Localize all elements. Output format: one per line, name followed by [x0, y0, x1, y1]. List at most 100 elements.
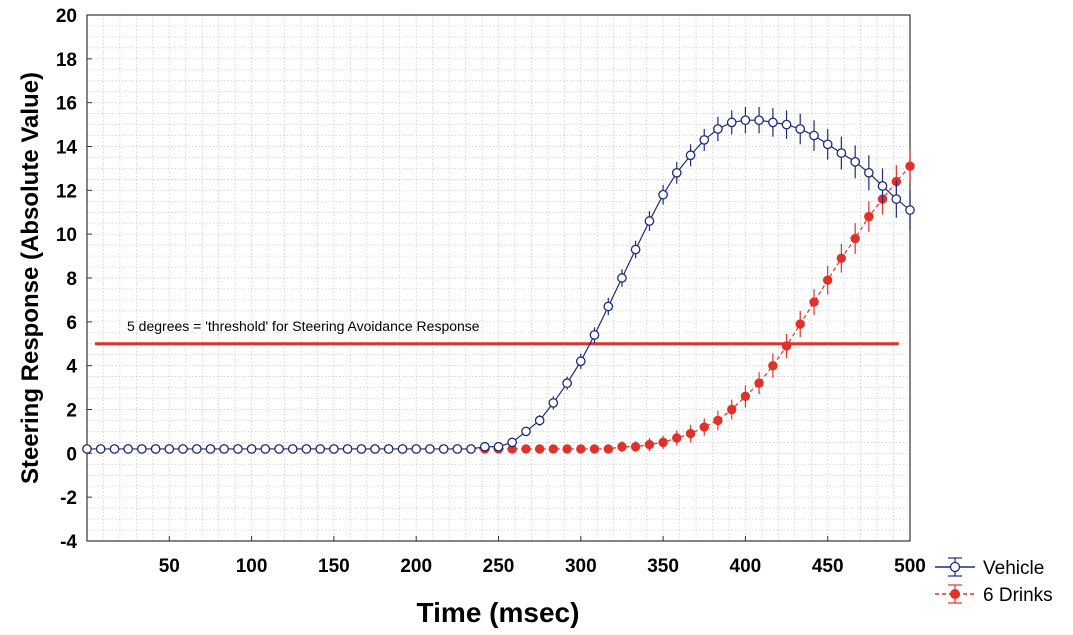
series-layer [82, 107, 915, 454]
y-tick-label: 4 [66, 357, 77, 378]
data-point [356, 444, 367, 454]
data-point [603, 301, 614, 312]
data-point [178, 444, 188, 454]
data-point [781, 341, 792, 351]
data-point [877, 181, 888, 191]
data-point [562, 378, 572, 389]
data-point [260, 444, 271, 454]
data-point [589, 444, 600, 454]
data-point [383, 444, 394, 454]
y-tick-label: 16 [56, 94, 77, 115]
data-point [521, 444, 531, 454]
data-point [466, 444, 476, 454]
data-point [576, 444, 586, 454]
data-point [809, 297, 819, 307]
y-tick-label: 14 [56, 138, 78, 159]
y-tick-label: 12 [56, 181, 77, 202]
data-point [521, 426, 531, 437]
data-point [329, 444, 339, 454]
y-tick-label: 20 [56, 6, 77, 27]
data-point [905, 161, 915, 171]
data-point [754, 378, 764, 388]
legend-label: Vehicle [983, 558, 1044, 579]
data-point [493, 441, 504, 452]
x-tick-label: 50 [159, 556, 180, 577]
y-tick-label: 0 [66, 444, 77, 465]
y-tick-label: 8 [66, 269, 77, 290]
data-point [575, 356, 586, 367]
data-point [850, 156, 861, 167]
data-point [315, 444, 326, 454]
data-point [397, 444, 408, 454]
data-point [699, 135, 710, 145]
x-tick-label: 350 [647, 556, 679, 577]
data-point [795, 124, 806, 134]
data-point [191, 444, 202, 454]
data-point [864, 211, 874, 222]
data-point [246, 444, 257, 454]
data-point [781, 119, 792, 130]
data-point [548, 398, 559, 408]
x-tick-label: 250 [483, 556, 515, 577]
data-point [822, 139, 833, 150]
data-point [727, 404, 737, 415]
data-point [617, 273, 627, 283]
data-point [479, 441, 490, 452]
data-point [850, 233, 860, 244]
y-axis-label: Steering Response (Absolute Value) [17, 72, 44, 484]
data-point [301, 444, 312, 454]
y-tick-label: -4 [60, 532, 77, 553]
data-point [699, 422, 709, 432]
x-axis-label: Time (msec) [417, 597, 580, 628]
data-point [685, 150, 696, 161]
data-point [726, 117, 737, 128]
data-point [863, 167, 874, 178]
y-tick-label: 18 [56, 50, 77, 71]
data-point [836, 253, 847, 263]
data-point [205, 444, 216, 454]
grid [87, 15, 910, 541]
legend-label: 6 Drinks [983, 585, 1053, 606]
data-point [287, 444, 298, 454]
series-vehicle [82, 107, 915, 454]
data-point [836, 148, 847, 158]
data-point [548, 444, 559, 454]
legend-marker [949, 561, 961, 573]
data-point [562, 444, 572, 454]
data-point [274, 444, 284, 454]
data-point [82, 444, 92, 454]
data-point [795, 319, 805, 329]
data-point [905, 205, 915, 215]
data-point [809, 130, 819, 141]
data-point [891, 194, 902, 204]
data-point [740, 115, 751, 126]
data-point [438, 444, 449, 454]
data-point [603, 444, 613, 454]
data-point [740, 391, 751, 402]
data-point [534, 415, 545, 426]
data-point [617, 442, 627, 452]
data-point [768, 117, 778, 128]
data-point [507, 437, 518, 448]
data-point [123, 444, 133, 454]
data-point [342, 444, 353, 454]
threshold-layer: 5 degrees = 'threshold' for Steering Avo… [95, 318, 899, 346]
x-tick-label: 200 [400, 556, 432, 577]
data-point [713, 415, 723, 426]
legend-item-6-drinks: 6 Drinks [935, 584, 1053, 606]
legend: Vehicle 6 Drinks [935, 557, 1053, 606]
x-tick-label: 400 [730, 556, 762, 577]
legend-item-vehicle: Vehicle [935, 557, 1044, 579]
y-tick-label: -2 [60, 488, 77, 509]
data-point [233, 444, 243, 454]
data-point [136, 444, 147, 454]
data-point [630, 442, 641, 452]
data-point [823, 275, 833, 285]
legend-marker [950, 589, 960, 599]
data-point [658, 189, 668, 200]
data-point [411, 444, 422, 454]
data-point [370, 444, 380, 454]
data-point [671, 167, 682, 178]
y-tick-label: 6 [66, 313, 77, 334]
